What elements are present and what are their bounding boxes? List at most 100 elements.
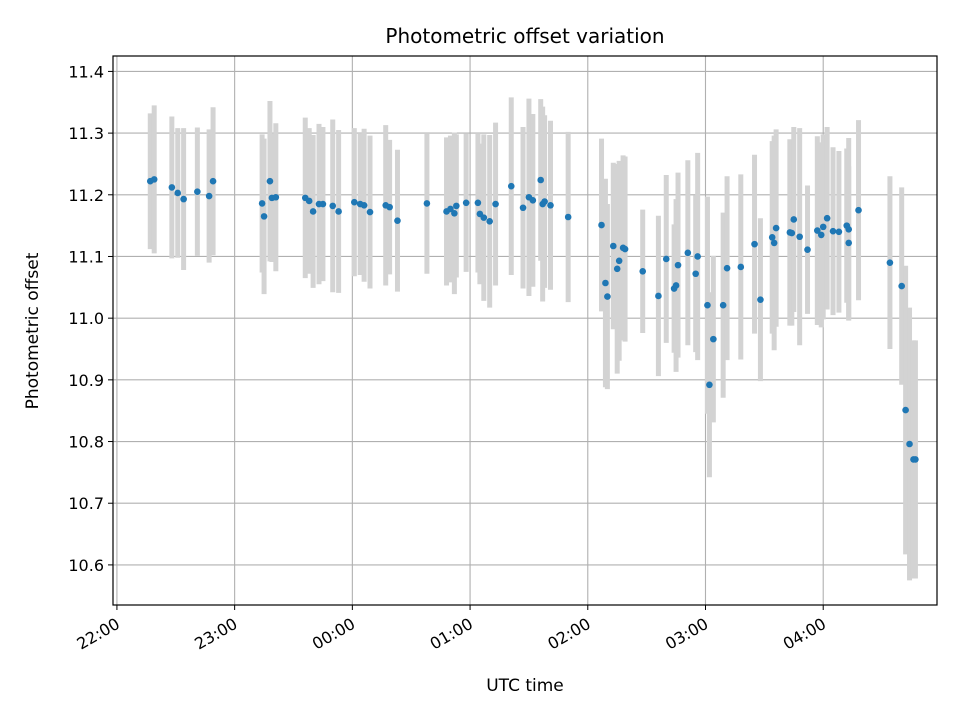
data-point [547,201,554,209]
data-point [615,257,623,265]
data-point [564,213,572,221]
data-point [453,202,460,210]
data-point [598,221,605,229]
data-point [772,224,780,232]
data-point [451,209,458,217]
data-point [692,270,699,278]
y-axis-label: Photometric offset [23,252,43,409]
data-point [737,263,745,271]
error-bars [147,97,918,581]
data-point [674,261,682,269]
data-point [672,282,680,289]
data-point [829,227,837,235]
x-tick-label: 01:00 [427,614,476,654]
data-point [194,188,201,196]
data-point [819,223,827,231]
data-point [613,265,621,273]
data-point [423,200,431,207]
data-point [394,217,401,224]
data-point [788,229,796,237]
data-point [507,182,515,190]
data-point [662,255,670,263]
data-point [168,184,176,191]
data-point [447,205,454,213]
data-point [258,200,266,207]
data-points [146,176,919,463]
x-tick-label: 04:00 [780,614,829,654]
data-point [260,213,268,220]
y-tick-label: 10.9 [68,371,104,390]
data-point [706,381,713,389]
data-point [770,239,778,247]
x-tick-label: 02:00 [544,614,593,654]
data-point [266,177,274,185]
data-point [751,240,758,248]
data-point [855,206,862,214]
data-point [609,242,617,250]
data-point [529,197,537,204]
y-tick-label: 11.4 [68,62,104,81]
y-tick-label: 11.3 [68,124,104,143]
data-point [710,335,717,343]
data-point [902,406,909,414]
data-point [309,208,317,215]
data-point [180,195,187,203]
data-point [305,197,313,205]
x-tick-label: 23:00 [191,614,240,654]
data-point [209,177,217,185]
data-point [655,292,662,300]
data-point [150,176,158,183]
data-point [621,245,629,253]
data-point [804,246,811,253]
y-tick-label: 11.1 [68,247,104,266]
data-point [474,199,482,207]
data-point [351,198,358,206]
data-point [360,201,368,209]
data-point [684,249,692,257]
data-point [492,200,499,208]
x-axis-label: UTC time [486,676,564,696]
data-point [790,216,798,223]
data-point [329,202,337,210]
y-tick-label: 11.2 [68,186,104,205]
data-point [694,253,701,260]
data-point [366,208,374,216]
data-point [174,189,182,197]
data-point [757,296,764,303]
data-point [602,279,609,287]
data-point [386,203,393,211]
x-tick-label: 00:00 [309,614,358,654]
data-point [319,200,327,208]
data-point [906,440,913,448]
data-point [768,234,776,241]
data-point [796,233,803,241]
data-point [604,293,611,300]
data-point [537,176,544,184]
data-point [205,192,213,200]
data-point [335,208,342,215]
data-point [845,239,853,247]
x-tick-label: 03:00 [662,614,711,654]
data-point [817,231,825,239]
chart-title: Photometric offset variation [385,24,664,48]
data-point [486,218,493,225]
data-point [835,228,843,236]
y-tick-label: 11.0 [68,309,104,328]
data-point [823,214,831,222]
y-tick-label: 10.7 [68,494,104,513]
data-point [272,193,280,201]
y-tick-label: 10.6 [68,556,104,575]
y-tick-label: 10.8 [68,433,104,452]
data-point [480,214,488,221]
data-point [541,198,548,205]
data-point [898,282,905,290]
data-point [723,264,731,272]
data-point [719,301,727,309]
data-point [886,259,894,266]
data-point [639,267,647,275]
data-point [845,226,853,233]
data-point [704,301,711,309]
data-point [462,199,470,207]
plot-frame [112,55,938,606]
